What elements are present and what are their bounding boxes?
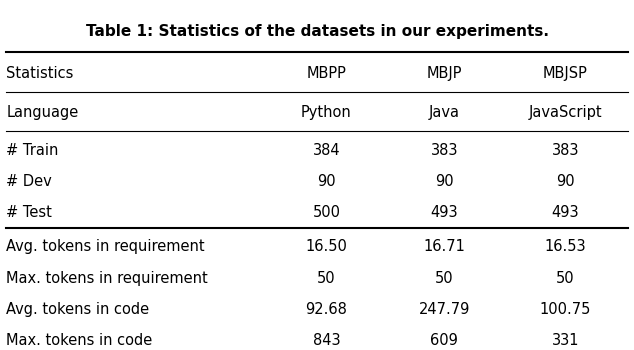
Text: Max. tokens in code: Max. tokens in code — [6, 333, 153, 348]
Text: 92.68: 92.68 — [306, 302, 347, 317]
Text: 384: 384 — [313, 142, 340, 158]
Text: 90: 90 — [317, 174, 335, 189]
Text: 843: 843 — [313, 333, 340, 348]
Text: 383: 383 — [430, 142, 458, 158]
Text: 100.75: 100.75 — [540, 302, 592, 317]
Text: Java: Java — [429, 105, 460, 120]
Text: 331: 331 — [552, 333, 579, 348]
Text: Avg. tokens in code: Avg. tokens in code — [6, 302, 150, 317]
Text: MBJSP: MBJSP — [543, 66, 588, 81]
Text: 90: 90 — [435, 174, 454, 189]
Text: JavaScript: JavaScript — [529, 105, 602, 120]
Text: # Dev: # Dev — [6, 174, 52, 189]
Text: # Test: # Test — [6, 205, 52, 220]
Text: 383: 383 — [552, 142, 579, 158]
Text: 247.79: 247.79 — [418, 302, 470, 317]
Text: 90: 90 — [556, 174, 575, 189]
Text: MBPP: MBPP — [306, 66, 346, 81]
Text: # Train: # Train — [6, 142, 59, 158]
Text: 50: 50 — [556, 271, 575, 286]
Text: 16.71: 16.71 — [424, 239, 465, 254]
Text: Table 1: Statistics of the datasets in our experiments.: Table 1: Statistics of the datasets in o… — [86, 24, 548, 39]
Text: 50: 50 — [435, 271, 454, 286]
Text: 493: 493 — [430, 205, 458, 220]
Text: Avg. tokens in requirement: Avg. tokens in requirement — [6, 239, 205, 254]
Text: 500: 500 — [313, 205, 340, 220]
Text: 50: 50 — [317, 271, 335, 286]
Text: 493: 493 — [552, 205, 579, 220]
Text: Language: Language — [6, 105, 79, 120]
Text: 16.53: 16.53 — [545, 239, 586, 254]
Text: MBJP: MBJP — [427, 66, 462, 81]
Text: Max. tokens in requirement: Max. tokens in requirement — [6, 271, 208, 286]
Text: 609: 609 — [430, 333, 458, 348]
Text: Statistics: Statistics — [6, 66, 74, 81]
Text: Python: Python — [301, 105, 352, 120]
Text: 16.50: 16.50 — [306, 239, 347, 254]
